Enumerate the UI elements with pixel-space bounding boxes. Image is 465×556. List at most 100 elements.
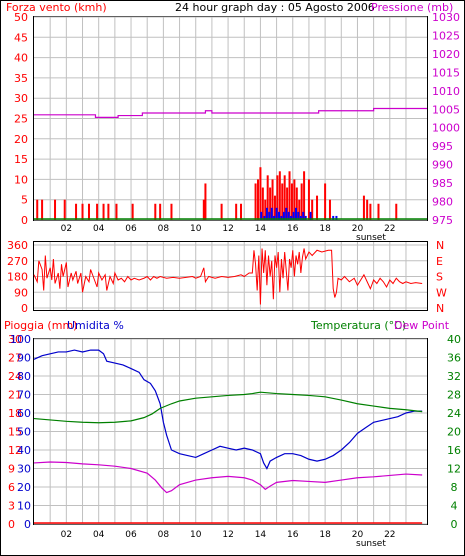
- wind-gust-bar: [87, 203, 90, 220]
- wind-gust-bar: [300, 183, 303, 220]
- x-tick-label: 02: [61, 224, 72, 234]
- temperature-y-ticks: 0 4 8 12 16 20 24 28 32 36 40: [447, 333, 461, 531]
- rain-y-tick-label: 21: [8, 389, 22, 402]
- temperature-y-tick-label: 40: [447, 333, 461, 346]
- compass-label: E: [436, 255, 443, 268]
- direction-y-tick-label: 0: [21, 302, 28, 315]
- x-tick-label: 18: [319, 530, 331, 540]
- wind-bars: [34, 107, 427, 220]
- wind-avg-bar: [282, 211, 285, 220]
- wind-gust-bar: [295, 187, 298, 220]
- wind-gust-bar: [240, 203, 243, 220]
- wind-gust-bar: [269, 187, 272, 220]
- x-tick-label: 16: [287, 224, 299, 234]
- temperature-axis-title: Temperatura (°C): [310, 319, 406, 332]
- wind-gust-bar: [159, 203, 162, 220]
- pressure-y-tick-label: 1010: [432, 85, 460, 98]
- humidity-y-tick-label: 50: [17, 426, 31, 439]
- wind-gust-bar: [362, 195, 365, 220]
- x-tick-label: 08: [158, 530, 170, 540]
- rain-y-tick-label: 3: [8, 500, 15, 513]
- wind-gust-bar: [204, 183, 207, 220]
- wind-avg-bar: [292, 211, 295, 220]
- temperature-y-tick-label: 36: [447, 352, 461, 365]
- humidity-y-tick-label: 0: [24, 518, 31, 531]
- dewpoint-line: [33, 461, 423, 494]
- x-tick-label: 10: [190, 530, 202, 540]
- wind-avg-bar: [302, 211, 305, 220]
- pressure-y-tick-label: 985: [432, 177, 453, 190]
- humidity-y-tick-label: 80: [17, 370, 31, 383]
- wind-avg-bar: [335, 215, 338, 220]
- x-tick-label: 06: [125, 224, 137, 234]
- wind-gust-bar: [311, 199, 314, 220]
- pressure-y-tick-label: 990: [432, 159, 453, 172]
- wind-avg-bar: [278, 211, 281, 220]
- wind-gust-bar: [107, 203, 110, 220]
- humidity-line: [33, 349, 423, 470]
- wind-gust-bar: [290, 183, 293, 220]
- wind-gust-bar: [288, 171, 291, 220]
- wind-avg-bar: [299, 215, 302, 220]
- wind-gust-bar: [298, 199, 301, 220]
- humidity-axis-title: Umidita %: [67, 319, 124, 332]
- wind-gust-bar: [366, 199, 369, 220]
- wind-avg-bar: [297, 211, 300, 220]
- humidity-y-tick-label: 40: [17, 444, 31, 457]
- wind-x-ticks: 02 04 06 08 10 12 14 16 18 20 22: [61, 224, 396, 234]
- wind-gust-bar: [115, 203, 118, 220]
- rain-y-tick-label: 9: [8, 463, 15, 476]
- wind-gust-bar: [220, 203, 223, 220]
- wind-gust-bar: [256, 179, 259, 220]
- wind-pressure-panel: Forza vento (kmh) 24 hour graph day : 05…: [6, 1, 460, 243]
- wind-avg-bar: [273, 215, 276, 220]
- wind-gust-bar: [154, 203, 157, 220]
- humidity-temperature-panel: Pioggia (mm) Umidita % Temperatura (°C) …: [4, 319, 461, 549]
- compass-label: N: [436, 302, 444, 315]
- temperature-y-tick-label: 8: [451, 481, 458, 494]
- wind-gust-bar: [170, 203, 173, 220]
- wind-gust-bar: [202, 199, 205, 220]
- direction-y-tick-label: 270: [7, 255, 28, 268]
- wind-gust-bar: [63, 199, 66, 220]
- wind-gust-bar: [54, 199, 57, 220]
- wind-avg-bar: [332, 215, 335, 220]
- rain-y-tick-label: 0: [8, 518, 15, 531]
- wind-gust-bar: [273, 195, 276, 220]
- humidity-grid: [34, 338, 427, 525]
- wind-avg-bar: [290, 215, 293, 220]
- wind-gust-bar: [81, 203, 84, 220]
- wind-avg-bar: [280, 215, 283, 220]
- pressure-axis-title: Pressione (mb): [371, 1, 453, 14]
- wind-y-tick-label: 35: [14, 72, 28, 85]
- pressure-y-tick-label: 975: [432, 214, 453, 227]
- wind-y-ticks: 0 5 10 15 20 25 30 35 40 45 50: [14, 11, 28, 227]
- compass-label: N: [436, 239, 444, 252]
- direction-y-tick-label: 90: [14, 286, 28, 299]
- wind-gust-bar: [261, 187, 264, 220]
- wind-y-tick-label: 40: [14, 52, 28, 65]
- rain-y-tick-label: 15: [8, 426, 22, 439]
- x-tick-label: 08: [158, 224, 170, 234]
- direction-y-ticks: 0 90 180 270 360: [7, 239, 28, 315]
- x-tick-label: 12: [222, 530, 233, 540]
- x-tick-label: 22: [384, 530, 395, 540]
- x-tick-label: 14: [255, 530, 267, 540]
- x-tick-label: 18: [319, 224, 331, 234]
- wind-avg-bar: [304, 215, 307, 220]
- temperature-y-tick-label: 4: [451, 500, 458, 513]
- humidity-y-tick-label: 60: [17, 407, 31, 420]
- wind-avg-bar: [270, 207, 273, 220]
- humidity-y-tick-label: 90: [17, 352, 31, 365]
- temperature-y-tick-label: 32: [447, 370, 461, 383]
- wind-gust-bar: [307, 179, 310, 220]
- pressure-y-tick-label: 1015: [432, 66, 460, 79]
- humidity-y-tick-label: 70: [17, 389, 31, 402]
- rain-y-tick-label: 18: [8, 407, 22, 420]
- x-tick-label: 22: [384, 224, 395, 234]
- rain-y-tick-label: 6: [8, 481, 15, 494]
